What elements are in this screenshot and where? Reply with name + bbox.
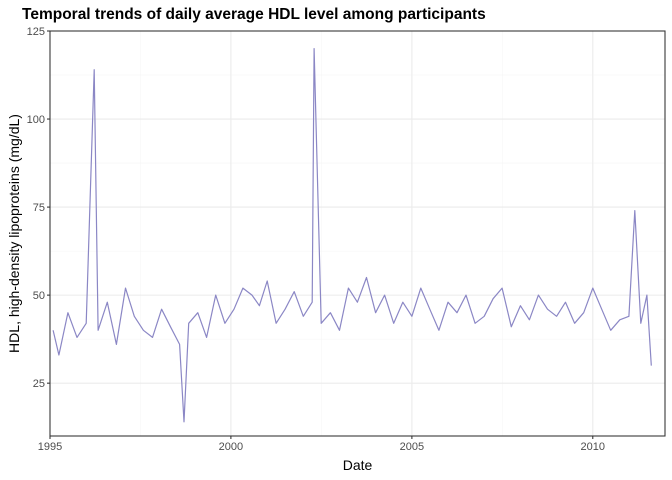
y-tick-label: 125 [27, 26, 45, 38]
series-layer [52, 47, 652, 423]
minor-y-gridlines [50, 74, 665, 340]
y-tick-label: 100 [27, 114, 45, 126]
minor-x-gridlines [140, 31, 503, 436]
x-tick-label: 2005 [400, 441, 424, 453]
y-axis-title: HDL, high-density lipoproteins (mg/dL) [6, 114, 22, 353]
x-tick-label: 2000 [219, 441, 243, 453]
plot-panel-border [49, 30, 666, 437]
y-tick-label: 75 [33, 202, 45, 214]
x-axis-title: Date [343, 457, 373, 473]
x-tick-label: 1995 [38, 441, 62, 453]
y-tick-label: 25 [33, 378, 45, 390]
y-axis: 25 50 75 100 125 [27, 26, 50, 390]
chart-title: Temporal trends of daily average HDL lev… [22, 6, 486, 23]
x-tick-label: 2010 [581, 441, 605, 453]
major-y-gridlines [50, 30, 665, 384]
y-tick-label: 50 [33, 290, 45, 302]
hdl-series-line [52, 47, 652, 423]
x-axis: 1995 2000 2005 2010 [38, 436, 605, 453]
